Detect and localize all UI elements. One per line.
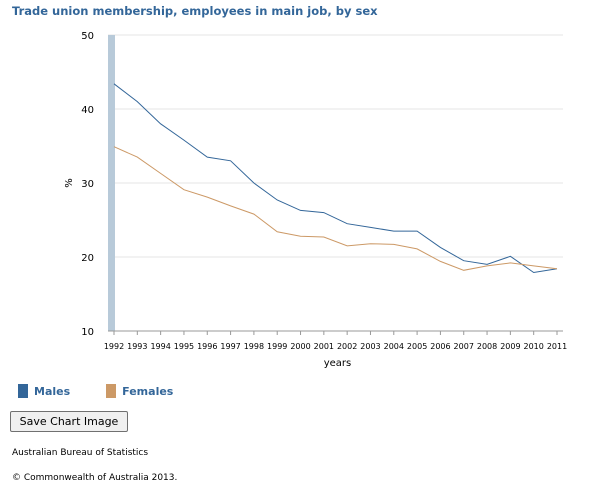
- y-tick-label: 10: [81, 327, 94, 338]
- x-tick-label: 2002: [337, 342, 357, 351]
- series-layer: [113, 83, 558, 274]
- x-tick-label: 2011: [547, 342, 567, 351]
- x-tick-label: 2000: [290, 342, 310, 351]
- x-tick-label: 2006: [430, 342, 450, 351]
- y-tick-label: 20: [81, 253, 94, 264]
- legend-label-females: Females: [122, 384, 174, 398]
- x-tick-label: 2009: [500, 342, 520, 351]
- legend-swatch-males: [18, 384, 28, 398]
- x-tick-label: 2007: [454, 342, 474, 351]
- save-chart-image-button[interactable]: Save Chart Image: [10, 411, 128, 432]
- x-tick-label: 1994: [150, 342, 170, 351]
- highlight-bar: [108, 35, 115, 331]
- x-tick-label: 1999: [267, 342, 287, 351]
- x-tick-label: 2010: [524, 342, 544, 351]
- x-tick-label: 1993: [127, 342, 147, 351]
- legend: Males Females: [18, 384, 173, 398]
- copyright-text: © Commonwealth of Australia 2013.: [12, 473, 178, 483]
- legend-label-males: Males: [34, 384, 71, 398]
- chart-title: Trade union membership, employees in mai…: [12, 4, 378, 18]
- series-line-females: [113, 146, 558, 271]
- source-text: Australian Bureau of Statistics: [12, 448, 149, 458]
- y-axis: 10 20 30 40 50: [81, 31, 94, 338]
- y-axis-label: %: [64, 178, 75, 188]
- series-line-males: [113, 83, 558, 274]
- x-axis-label: years: [324, 358, 352, 369]
- x-tick-label: 2005: [407, 342, 427, 351]
- x-tick-label: 2004: [384, 342, 404, 351]
- x-tick-label: 1997: [220, 342, 240, 351]
- x-tick-label: 1998: [244, 342, 264, 351]
- legend-item-males: Males: [18, 384, 70, 398]
- x-tick-label: 1992: [104, 342, 124, 351]
- x-tick-label: 2003: [360, 342, 380, 351]
- y-tick-label: 30: [81, 179, 94, 190]
- y-tick-label: 40: [81, 105, 94, 116]
- x-tick-label: 2001: [314, 342, 334, 351]
- legend-swatch-females: [106, 384, 117, 398]
- y-tick-label: 50: [81, 31, 94, 42]
- legend-item-females: Females: [106, 384, 173, 398]
- x-axis: 1992 1993 1994 1995 1996 1997 1998 1999 2000 2001…: [104, 331, 567, 351]
- x-tick-label: 1995: [174, 342, 194, 351]
- x-tick-label: 1996: [197, 342, 217, 351]
- x-tick-label: 2008: [477, 342, 497, 351]
- gridlines: [108, 34, 563, 258]
